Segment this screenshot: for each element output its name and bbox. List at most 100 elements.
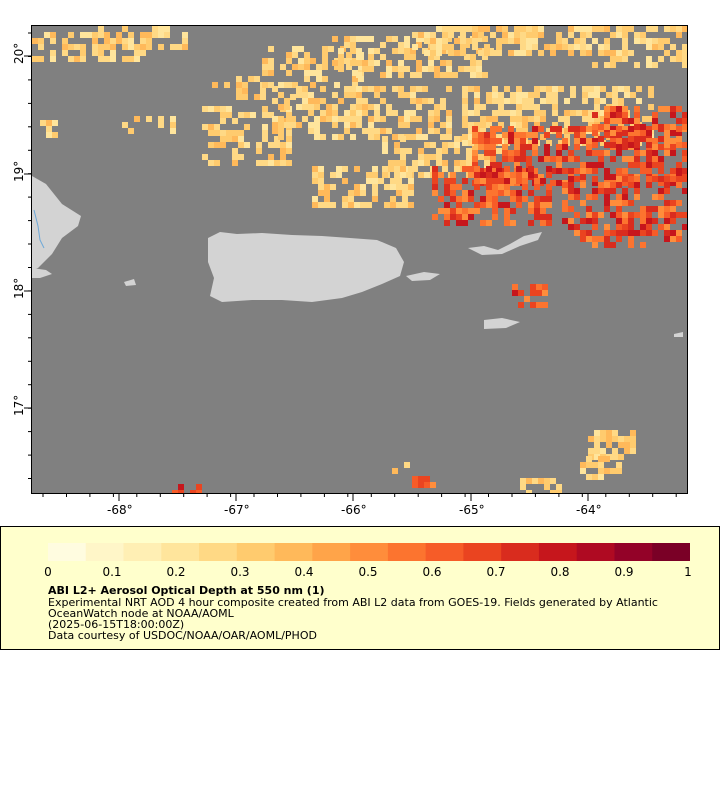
aod-cell: [394, 160, 400, 166]
aod-cell: [562, 218, 568, 224]
aod-cell: [580, 50, 586, 56]
aod-cell: [640, 38, 646, 44]
aod-cell: [486, 184, 492, 190]
aod-cell: [546, 166, 552, 172]
aod-cell: [542, 290, 548, 296]
aod-cell: [582, 92, 588, 98]
aod-cell: [598, 50, 604, 56]
aod-cell: [622, 138, 628, 144]
aod-cell: [374, 86, 380, 92]
aod-cell: [382, 166, 388, 172]
aod-cell: [658, 176, 664, 182]
aod-cell: [320, 134, 326, 140]
aod-cell: [484, 44, 490, 50]
aod-cell: [594, 430, 600, 436]
aod-cell: [676, 236, 682, 242]
aod-cell: [628, 132, 634, 138]
aod-cell: [476, 36, 482, 42]
aod-cell: [634, 156, 640, 162]
aod-cell: [580, 26, 586, 32]
aod-cell: [268, 70, 274, 76]
aod-cell: [316, 64, 322, 70]
aod-cell: [598, 212, 604, 218]
aod-cell: [528, 166, 534, 172]
aod-cell: [446, 116, 452, 122]
aod-cell: [392, 36, 398, 42]
aod-cell: [308, 122, 314, 128]
aod-cell: [396, 178, 402, 184]
aod-cell: [502, 156, 508, 162]
aod-cell: [140, 50, 146, 56]
aod-cell: [454, 148, 460, 154]
aod-cell: [616, 236, 622, 242]
aod-cell: [428, 98, 434, 104]
aod-cell: [526, 478, 532, 484]
aod-cell: [368, 104, 374, 110]
aod-cell: [580, 126, 586, 132]
aod-cell: [664, 136, 670, 142]
aod-cell: [676, 142, 682, 148]
aod-cell: [682, 224, 687, 230]
aod-cell: [310, 70, 316, 76]
aod-cell: [362, 66, 368, 72]
aod-cell: [236, 76, 242, 82]
aod-cell: [600, 116, 606, 122]
aod-cell: [38, 44, 44, 50]
aod-cell: [508, 38, 514, 44]
aod-cell: [296, 86, 302, 92]
aod-cell: [546, 172, 552, 178]
aod-cell: [322, 58, 328, 64]
aod-cell: [428, 116, 434, 122]
aod-cell: [682, 118, 687, 124]
aod-cell: [416, 36, 422, 42]
aod-cell: [516, 86, 522, 92]
aod-cell: [586, 236, 592, 242]
aod-cell: [622, 130, 628, 136]
aod-cell: [682, 44, 687, 50]
aod-cell: [646, 150, 652, 156]
aod-cell: [448, 142, 454, 148]
aod-cell: [546, 184, 552, 190]
aod-cell: [272, 98, 278, 104]
aod-cell: [436, 50, 442, 56]
aod-cell: [540, 196, 546, 202]
aod-cell: [432, 166, 438, 172]
aod-cell: [330, 202, 336, 208]
aod-cell: [574, 188, 580, 194]
aod-cell: [152, 26, 158, 32]
aod-cell: [398, 72, 404, 78]
aod-cell: [368, 122, 374, 128]
aod-cell: [404, 134, 410, 140]
aod-cell: [38, 56, 44, 62]
aod-cell: [474, 104, 480, 110]
aod-cell: [484, 50, 490, 56]
aod-cell: [422, 98, 428, 104]
aod-cell: [574, 168, 580, 174]
aerosol-map: [32, 26, 687, 493]
aod-cell: [520, 132, 526, 138]
aod-cell: [646, 26, 652, 32]
aod-cell: [302, 92, 308, 98]
aod-cell: [436, 148, 442, 154]
aod-cell: [664, 200, 670, 206]
aod-cell: [582, 110, 588, 116]
aod-cell: [428, 54, 434, 60]
aod-cell: [516, 110, 522, 116]
aod-cell: [316, 70, 322, 76]
aod-cell: [220, 136, 226, 142]
aod-cell: [670, 180, 676, 186]
aod-cell: [220, 130, 226, 136]
aod-cell: [396, 184, 402, 190]
aod-cell: [592, 176, 598, 182]
aod-cell: [374, 92, 380, 98]
aod-cell: [536, 284, 542, 290]
aod-cell: [394, 172, 400, 178]
aod-cell: [442, 38, 448, 44]
aod-cell: [532, 478, 538, 484]
aod-cell: [542, 302, 548, 308]
aod-cell: [610, 468, 616, 474]
aod-cell: [622, 32, 628, 38]
aod-cell: [502, 132, 508, 138]
aod-cell: [432, 178, 438, 184]
aod-cell: [280, 142, 286, 148]
